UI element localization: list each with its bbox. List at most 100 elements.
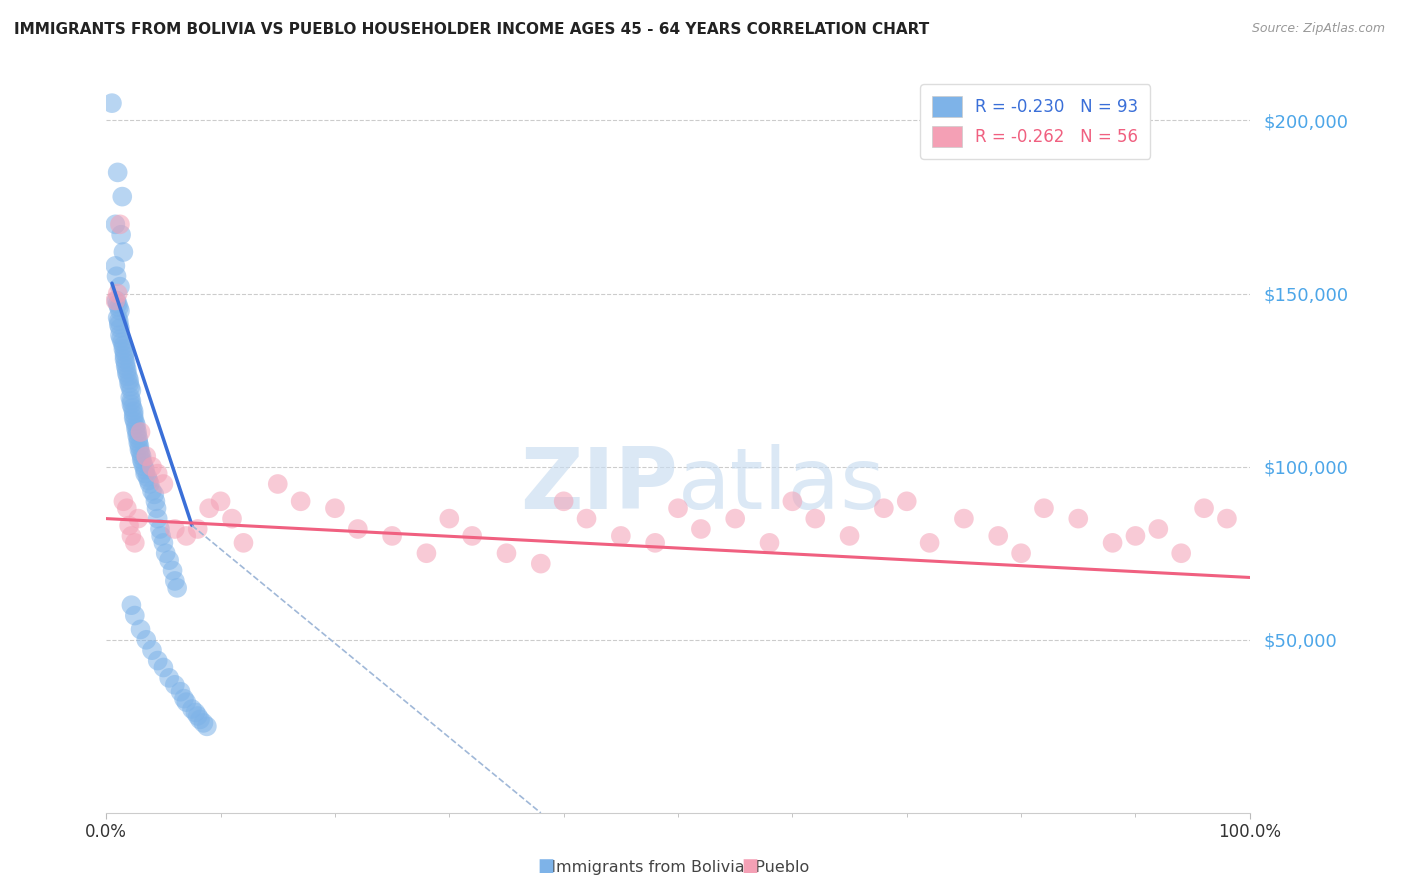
Point <box>1147 522 1170 536</box>
Point <box>1067 511 1090 525</box>
Point <box>107 286 129 301</box>
Point <box>193 715 215 730</box>
Point <box>198 501 221 516</box>
Text: ZIP: ZIP <box>520 444 678 527</box>
Point <box>108 304 131 318</box>
Point <box>120 384 142 398</box>
Point <box>108 279 131 293</box>
Point <box>181 702 204 716</box>
Point <box>127 511 149 525</box>
Point <box>155 546 177 560</box>
Point <box>104 293 127 308</box>
Point <box>125 418 148 433</box>
Text: IMMIGRANTS FROM BOLIVIA VS PUEBLO HOUSEHOLDER INCOME AGES 45 - 64 YEARS CORRELAT: IMMIGRANTS FROM BOLIVIA VS PUEBLO HOUSEH… <box>14 22 929 37</box>
Point <box>644 536 666 550</box>
Point <box>174 695 197 709</box>
Point <box>896 494 918 508</box>
Point <box>146 467 169 481</box>
Point <box>1010 546 1032 560</box>
Point <box>195 719 218 733</box>
Point <box>134 463 156 477</box>
Point <box>143 487 166 501</box>
Point <box>290 494 312 508</box>
Point <box>135 632 157 647</box>
Point <box>439 511 461 525</box>
Point <box>104 217 127 231</box>
Point <box>157 671 180 685</box>
Text: ■: ■ <box>741 856 758 874</box>
Point <box>221 511 243 525</box>
Text: ■: ■ <box>537 856 554 874</box>
Point <box>115 363 138 377</box>
Point <box>188 713 211 727</box>
Point <box>838 529 860 543</box>
Point <box>108 321 131 335</box>
Point <box>118 518 141 533</box>
Point <box>120 397 142 411</box>
Point <box>124 536 146 550</box>
Point <box>1170 546 1192 560</box>
Text: Pueblo: Pueblo <box>745 861 810 875</box>
Point <box>132 456 155 470</box>
Point <box>115 501 138 516</box>
Point <box>163 574 186 588</box>
Point <box>135 450 157 464</box>
Point <box>138 477 160 491</box>
Point <box>149 522 172 536</box>
Point <box>104 259 127 273</box>
Point <box>114 359 136 374</box>
Point <box>131 452 153 467</box>
Point <box>118 376 141 391</box>
Point <box>782 494 804 508</box>
Point <box>122 411 145 425</box>
Point <box>134 467 156 481</box>
Point <box>132 459 155 474</box>
Point <box>152 477 174 491</box>
Point <box>114 349 136 363</box>
Point <box>145 494 167 508</box>
Point <box>127 432 149 446</box>
Point <box>152 660 174 674</box>
Point <box>1101 536 1123 550</box>
Point <box>129 425 152 439</box>
Point <box>953 511 976 525</box>
Point <box>101 96 124 111</box>
Point <box>120 380 142 394</box>
Text: atlas: atlas <box>678 444 886 527</box>
Point <box>124 608 146 623</box>
Point <box>112 338 135 352</box>
Point <box>461 529 484 543</box>
Point <box>112 494 135 508</box>
Point <box>108 314 131 328</box>
Point <box>666 501 689 516</box>
Point <box>124 415 146 429</box>
Point <box>530 557 553 571</box>
Point <box>129 446 152 460</box>
Point <box>105 293 128 308</box>
Point <box>873 501 896 516</box>
Point <box>120 393 142 408</box>
Point <box>128 442 150 457</box>
Point <box>122 404 145 418</box>
Point <box>127 425 149 439</box>
Point <box>120 598 142 612</box>
Point <box>108 318 131 332</box>
Point <box>131 450 153 464</box>
Point <box>495 546 517 560</box>
Point <box>118 373 141 387</box>
Point <box>114 345 136 359</box>
Point <box>110 227 132 242</box>
Point <box>141 483 163 498</box>
Point <box>174 529 197 543</box>
Point <box>141 459 163 474</box>
Point <box>173 691 195 706</box>
Point <box>209 494 232 508</box>
Point <box>141 643 163 657</box>
Point <box>918 536 941 550</box>
Point <box>187 522 209 536</box>
Point <box>107 297 129 311</box>
Point <box>804 511 827 525</box>
Point <box>105 269 128 284</box>
Point <box>346 522 368 536</box>
Legend: R = -0.230   N = 93, R = -0.262   N = 56: R = -0.230 N = 93, R = -0.262 N = 56 <box>920 85 1150 159</box>
